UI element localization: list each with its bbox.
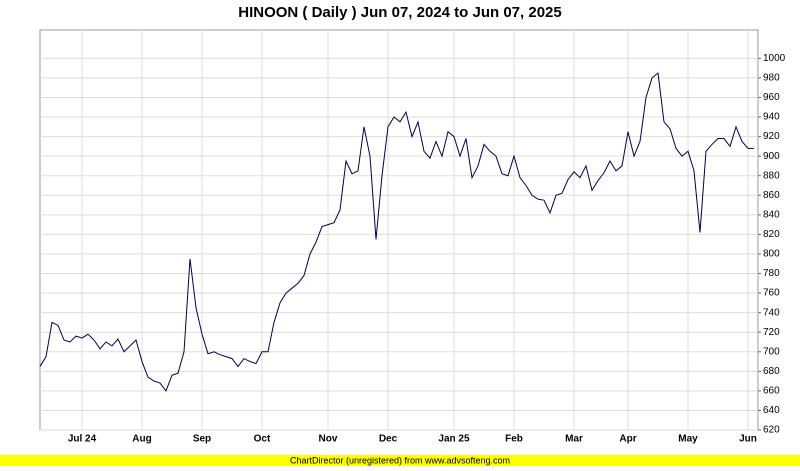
y-tick-label: 640: [763, 405, 780, 416]
x-tick-label: Jun: [739, 434, 757, 445]
x-tick-label: Jul 24: [68, 434, 97, 445]
x-tick-label: Nov: [319, 434, 338, 445]
y-tick-label: 920: [763, 131, 780, 142]
y-tick-label: 820: [763, 229, 780, 240]
y-tick-label: 740: [763, 307, 780, 318]
x-tick-label: Mar: [565, 434, 583, 445]
price-line: [39, 72, 754, 392]
y-tick-label: 720: [763, 327, 780, 338]
x-tick-label: Aug: [132, 434, 151, 445]
y-tick-label: 700: [763, 346, 780, 357]
footer-banner: [0, 455, 800, 466]
y-tick-label: 800: [763, 249, 780, 260]
y-tick-label: 960: [763, 92, 780, 103]
y-tick-label: 780: [763, 268, 780, 279]
y-tick-label: 1000: [763, 53, 786, 64]
y-tick-label: 840: [763, 209, 780, 220]
x-tick-label: Apr: [619, 434, 636, 445]
y-tick-label: 680: [763, 366, 780, 377]
x-tick-label: Sep: [193, 434, 211, 445]
footer-text: ChartDirector (unregistered) from www.ad…: [290, 455, 510, 465]
y-tick-label: 900: [763, 151, 780, 162]
x-tick-label: Feb: [505, 434, 523, 445]
y-tick-label: 660: [763, 386, 780, 397]
y-tick-label: 980: [763, 73, 780, 84]
x-tick-label: Oct: [254, 434, 271, 445]
y-tick-label: 860: [763, 190, 780, 201]
x-tick-label: May: [678, 434, 698, 445]
plot-area: [39, 29, 759, 431]
chart-title: HINOON ( Daily ) Jun 07, 2024 to Jun 07,…: [238, 4, 561, 21]
y-tick-label: 940: [763, 112, 780, 123]
x-tick-label: Jan 25: [438, 434, 470, 445]
y-tick-label: 880: [763, 170, 780, 181]
y-tick-label: 760: [763, 288, 780, 299]
y-tick-label: 620: [763, 425, 780, 436]
x-tick-label: Dec: [379, 434, 398, 445]
